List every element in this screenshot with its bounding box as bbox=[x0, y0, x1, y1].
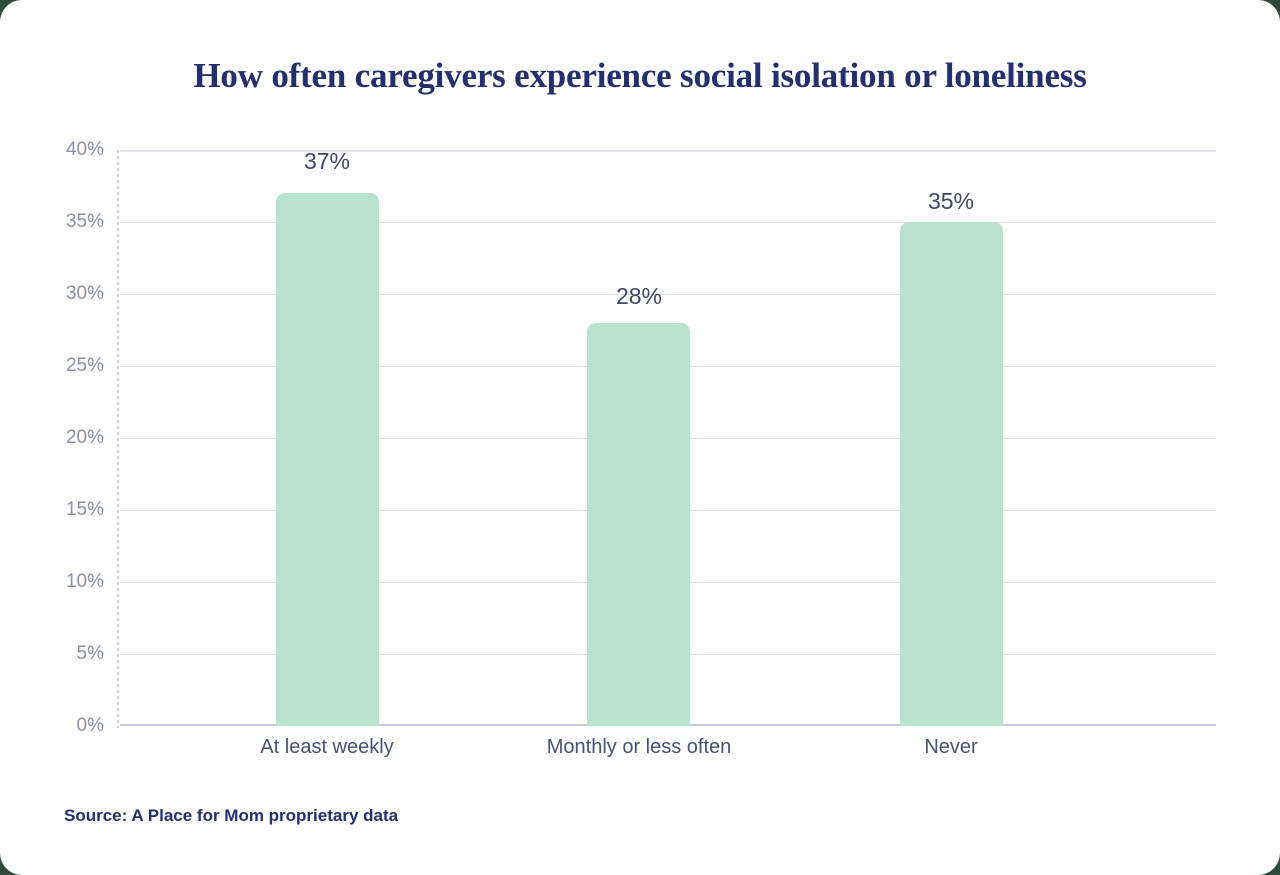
x-axis-category-monthly-or-less-often: Monthly or less often bbox=[546, 736, 732, 758]
bar-value-label-at-least-weekly: 37% bbox=[303, 148, 351, 174]
y-axis-tick-20: 20% bbox=[65, 427, 104, 448]
bar-value-label-monthly-or-less-often: 28% bbox=[615, 283, 663, 309]
page-title: How often caregivers experience social i… bbox=[193, 56, 1087, 95]
y-axis-tick-10: 10% bbox=[65, 571, 104, 592]
y-axis-tick-0: 0% bbox=[76, 715, 104, 736]
bar-at-least-weekly[interactable] bbox=[276, 193, 379, 726]
bar-monthly-or-less-often[interactable] bbox=[587, 323, 690, 726]
y-axis-tick-30: 30% bbox=[65, 283, 104, 304]
y-axis-tick-25: 25% bbox=[65, 355, 104, 376]
source-note: Source: A Place for Mom proprietary data bbox=[64, 806, 399, 825]
y-axis-line bbox=[117, 150, 119, 728]
y-axis-tick-35: 35% bbox=[65, 211, 104, 232]
y-axis-tick-40: 40% bbox=[65, 139, 104, 160]
gridline-35 bbox=[120, 222, 1216, 223]
y-axis-tick-15: 15% bbox=[65, 499, 104, 520]
y-axis-tick-5: 5% bbox=[76, 643, 104, 664]
bar-value-label-never: 35% bbox=[927, 188, 975, 214]
gridline-40 bbox=[120, 150, 1216, 152]
y-axis-tick-labels: 40% 35% 30% 25% 20% 15% 10% 5% 0% bbox=[20, 139, 104, 736]
x-axis-category-never: Never bbox=[924, 736, 978, 758]
x-axis-category-at-least-weekly: At least weekly bbox=[260, 736, 394, 758]
gridline-30 bbox=[120, 294, 1216, 295]
bar-never[interactable] bbox=[900, 222, 1003, 726]
plot-canvas bbox=[120, 150, 1216, 726]
